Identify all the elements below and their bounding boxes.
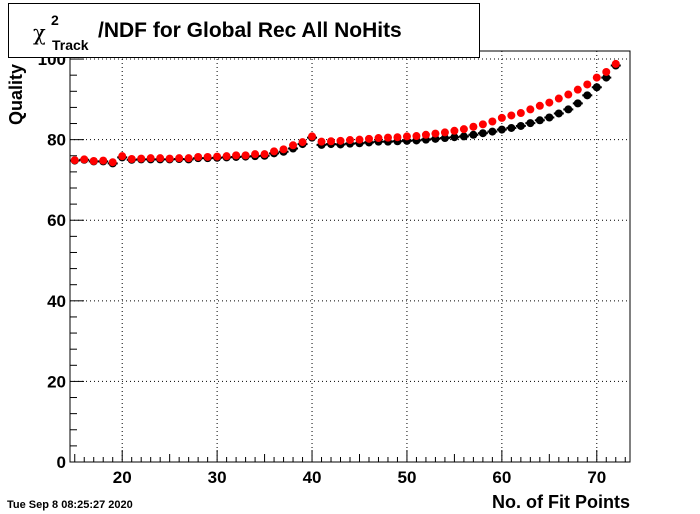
data-point: [393, 133, 402, 142]
data-point: [526, 105, 535, 114]
title-chi-symbol: χ: [33, 21, 46, 45]
data-point: [516, 109, 525, 118]
data-point: [175, 154, 184, 163]
title-subscript: Track: [52, 37, 89, 53]
x-tick-label: 30: [208, 468, 227, 487]
x-tick-label: 40: [303, 468, 322, 487]
data-point: [497, 125, 506, 134]
data-point: [564, 105, 573, 114]
title-text: /NDF for Global Rec All NoHits: [98, 19, 402, 42]
data-point: [165, 154, 174, 163]
data-point: [364, 134, 373, 143]
data-point: [526, 119, 535, 128]
data-point: [450, 133, 459, 142]
data-point: [374, 134, 383, 143]
y-tick-label: 80: [47, 131, 66, 150]
data-point: [184, 154, 193, 163]
data-point: [194, 152, 203, 161]
data-point: [602, 73, 611, 82]
data-point: [70, 156, 79, 165]
data-point: [412, 132, 421, 141]
x-tick-label: 70: [587, 468, 606, 487]
data-point: [554, 94, 563, 103]
chart-title: χ 2 Track /NDF for Global Rec All NoHits: [8, 3, 480, 58]
data-point: [497, 113, 506, 122]
data-point: [507, 111, 516, 120]
grid-lines: [70, 51, 630, 463]
data-point: [450, 126, 459, 135]
data-point: [222, 152, 231, 161]
data-point: [478, 129, 487, 138]
data-point: [564, 90, 573, 99]
data-point: [355, 135, 364, 144]
data-point: [602, 67, 611, 76]
x-tick-label: 60: [492, 468, 511, 487]
data-point: [554, 109, 563, 118]
data-point: [573, 99, 582, 108]
data-point: [89, 157, 98, 166]
data-point: [535, 101, 544, 110]
timestamp: Tue Sep 8 08:25:27 2020: [7, 499, 133, 511]
y-tick-label: 40: [47, 292, 66, 311]
data-point: [469, 122, 478, 131]
data-point: [545, 113, 554, 122]
data-point: [213, 152, 222, 161]
x-tick-label: 50: [397, 468, 416, 487]
y-tick-label: 0: [57, 453, 66, 472]
data-point: [545, 98, 554, 107]
data-point: [346, 136, 354, 145]
data-point: [507, 123, 516, 132]
data-point: [99, 156, 108, 165]
data-point: [298, 138, 307, 147]
data-points: [69, 59, 621, 168]
x-tick-label: 20: [113, 468, 132, 487]
data-point: [108, 158, 117, 167]
data-point: [440, 134, 449, 143]
data-point: [203, 152, 212, 161]
data-point: [459, 125, 468, 134]
data-point: [469, 130, 478, 139]
data-point: [459, 132, 468, 141]
data-point: [573, 85, 582, 94]
data-point: [611, 59, 620, 68]
data-point: [118, 152, 127, 161]
y-tick-label: 20: [47, 372, 66, 391]
data-point: [260, 150, 269, 159]
data-point: [308, 132, 317, 141]
data-point: [431, 129, 440, 138]
title-superscript: 2: [51, 12, 59, 28]
data-point: [317, 137, 326, 146]
data-point: [270, 147, 279, 156]
data-point: [488, 127, 497, 136]
data-point: [127, 154, 136, 163]
data-point: [289, 141, 298, 150]
data-point: [592, 83, 601, 92]
data-point: [251, 150, 260, 159]
data-point: [383, 133, 392, 142]
data-point: [80, 155, 89, 164]
data-point: [336, 136, 345, 145]
data-point: [421, 130, 430, 139]
data-point: [146, 154, 155, 163]
data-point: [516, 121, 525, 130]
y-tick-label: 60: [47, 211, 66, 230]
data-point: [241, 151, 250, 160]
data-point: [583, 91, 592, 100]
data-point: [402, 132, 411, 141]
data-point: [232, 151, 241, 160]
data-point: [279, 145, 288, 154]
data-point: [535, 116, 544, 125]
plot-frame: [69, 50, 631, 463]
x-axis-label: No. of Fit Points: [492, 492, 630, 512]
data-point: [440, 128, 449, 137]
data-point: [592, 73, 601, 82]
data-point: [156, 154, 165, 163]
data-point: [478, 120, 487, 129]
data-point: [137, 154, 146, 163]
data-point: [488, 117, 497, 126]
data-point: [583, 80, 592, 89]
data-point: [327, 137, 336, 146]
